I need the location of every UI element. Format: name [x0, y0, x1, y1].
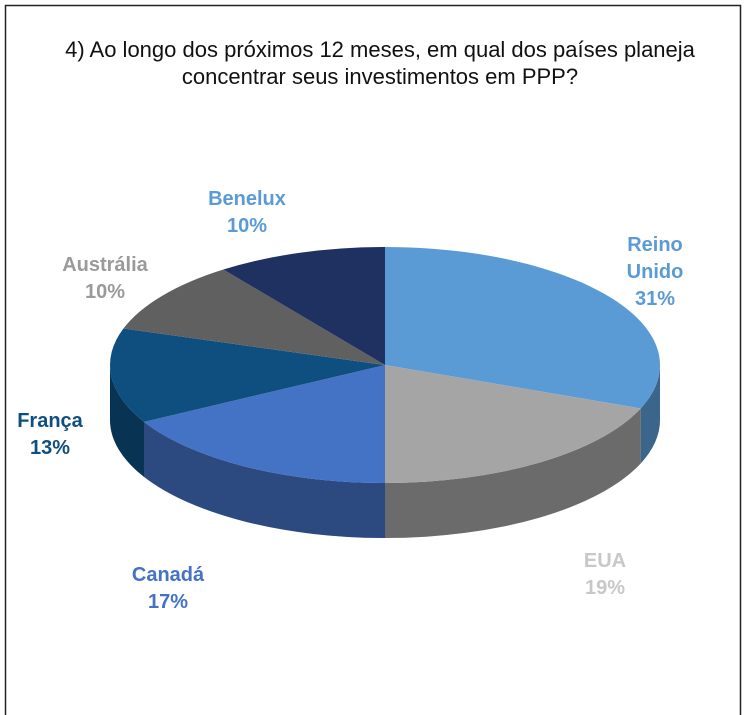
slice: [144, 365, 385, 483]
slice: [385, 247, 661, 409]
data-label: Canadá 17%: [98, 562, 238, 616]
chart-title: 4) Ao longo dos próximos 12 meses, em qu…: [65, 37, 695, 89]
frame: [4, 4, 742, 715]
label-value: 13%: [29, 437, 71, 459]
label-value: 19%: [584, 577, 626, 599]
label-name: Reino Unido: [626, 234, 684, 283]
slice-side: [110, 365, 145, 477]
label-name: Canadá: [131, 564, 205, 586]
slice-side-shade: [144, 421, 385, 538]
slice-side-shade: [110, 365, 145, 477]
label-value: 31%: [634, 288, 676, 310]
slice: [110, 328, 386, 422]
slice: [123, 269, 385, 365]
slice: [223, 247, 385, 365]
label-value: 17%: [147, 591, 189, 613]
slice-side: [640, 365, 660, 464]
slice-side-shade: [640, 365, 660, 464]
data-label: Austrália 10%: [35, 252, 175, 306]
data-label: França 13%: [0, 408, 100, 462]
slice-side: [144, 421, 385, 538]
label-name: EUA: [583, 550, 627, 572]
label-value: 10%: [226, 215, 268, 237]
label-name: Austrália: [62, 254, 148, 276]
slice-side-shade: [385, 408, 641, 538]
data-label: Reino Unido 31%: [615, 232, 695, 313]
slice: [385, 365, 641, 483]
label-name: França: [17, 410, 83, 432]
label-value: 10%: [84, 281, 126, 303]
data-label: EUA 19%: [535, 548, 675, 602]
slice-side: [385, 408, 641, 538]
label-name: Benelux: [208, 188, 286, 210]
data-label: Benelux 10%: [177, 186, 317, 240]
